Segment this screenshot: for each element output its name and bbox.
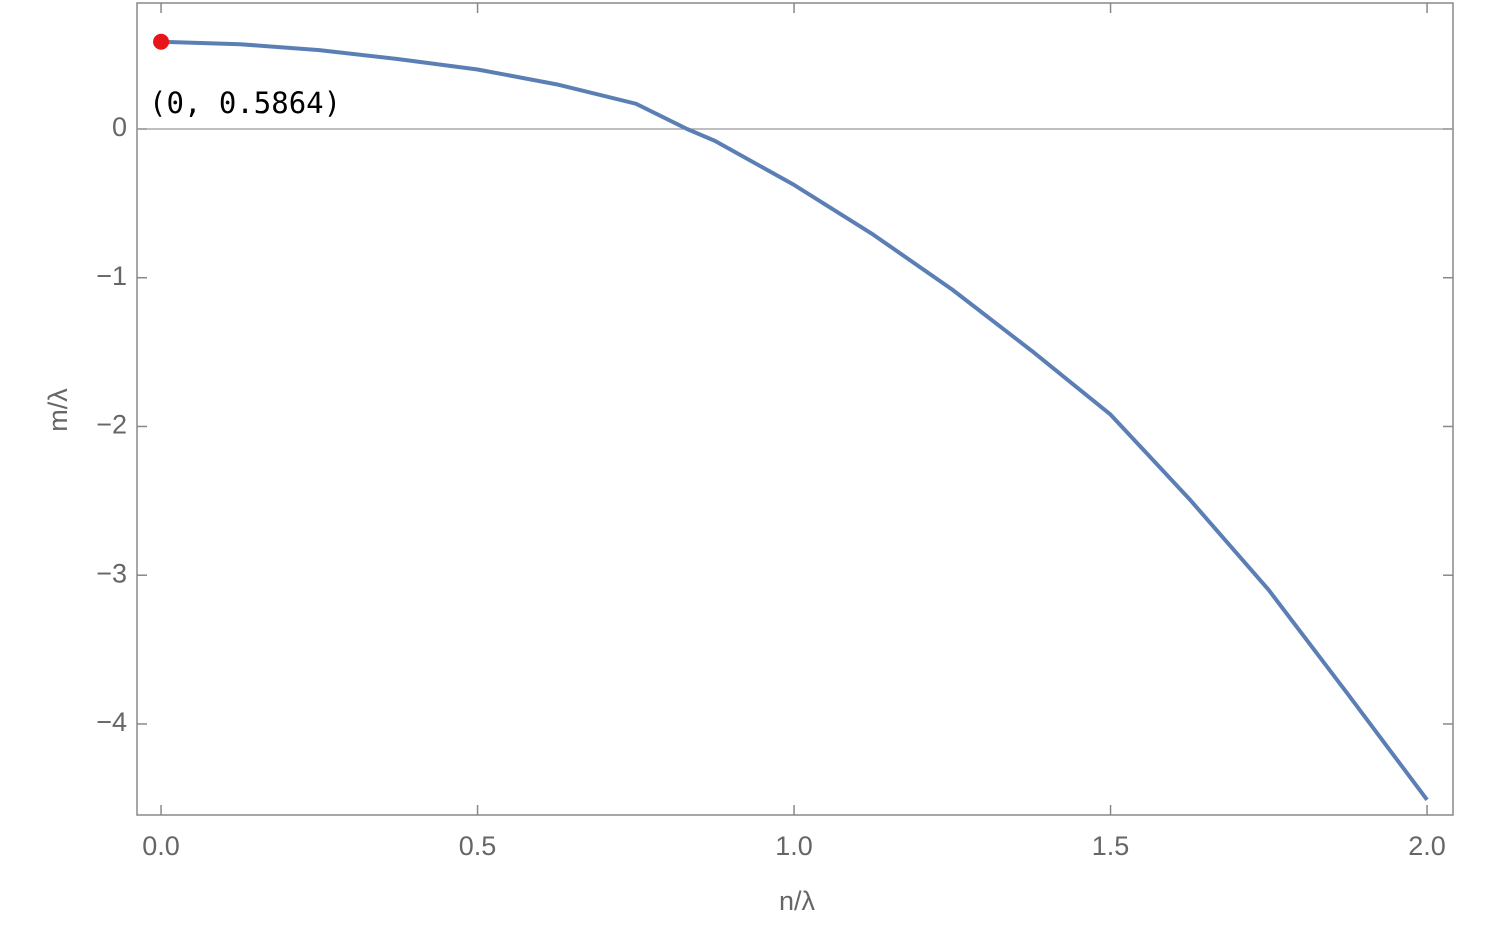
highlight-point	[153, 33, 170, 50]
plot-frame	[136, 2, 1454, 816]
y-axis-label: m/λ	[43, 388, 73, 432]
line-series	[160, 39, 1429, 802]
point-label: (0, 0.5864)	[149, 86, 341, 120]
y-tick-label: −4	[96, 707, 127, 737]
y-tick-label: −2	[96, 410, 127, 440]
y-tick-label: 0	[112, 112, 127, 142]
x-tick-label: 2.0	[1408, 831, 1446, 861]
x-tick-label: 1.0	[775, 831, 813, 861]
x-tick-label: 1.5	[1092, 831, 1130, 861]
x-axis-label: n/λ	[779, 886, 816, 916]
y-tick-label: −3	[96, 558, 127, 588]
x-tick-label: 0.5	[459, 831, 497, 861]
x-tick-label: 0.0	[142, 831, 180, 861]
y-tick-label: −1	[96, 261, 127, 291]
